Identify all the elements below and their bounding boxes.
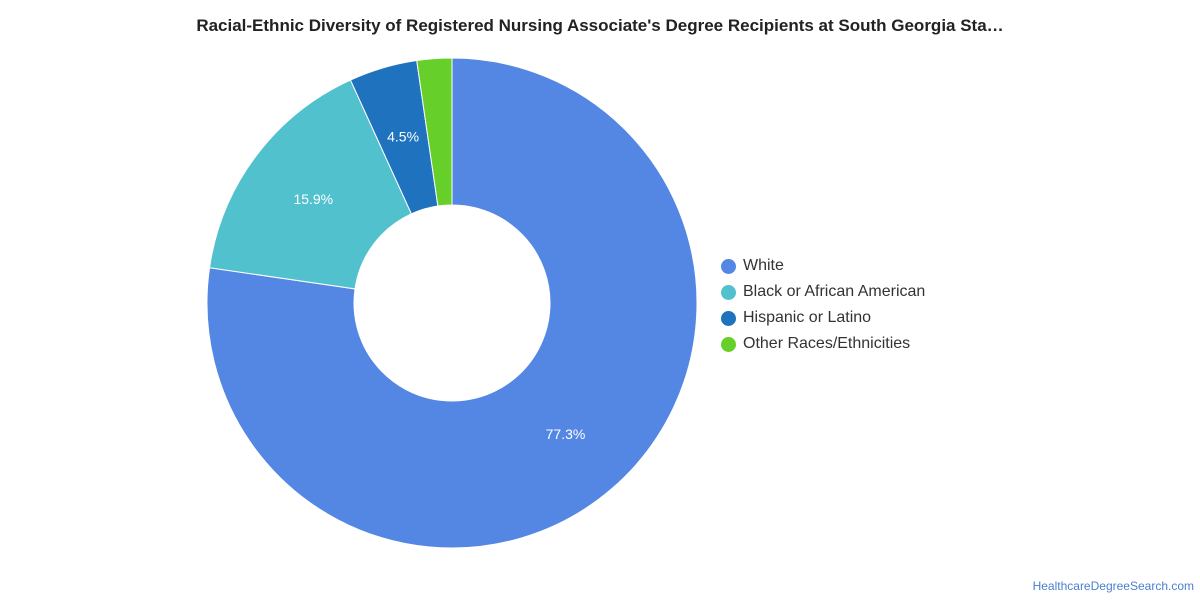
chart-title: Racial-Ethnic Diversity of Registered Nu… — [196, 16, 1004, 35]
slice-black-or-african-american[interactable] — [208, 79, 413, 290]
legend-swatch-black-or-african-american — [721, 284, 736, 300]
legend-label-other-races-ethnicities: Other Races/Ethnicities — [743, 335, 911, 352]
source-credit-link[interactable]: HealthcareDegreeSearch.com — [1032, 579, 1194, 593]
legend-label-black-or-african-american: Black or African American — [743, 283, 926, 300]
legend-label-white: White — [743, 257, 784, 274]
legend-swatch-hispanic-or-latino — [721, 310, 736, 326]
slice-label-white: 77.3% — [546, 426, 586, 442]
legend-swatch-other-races-ethnicities — [721, 336, 736, 352]
legend-swatch-white — [721, 258, 736, 274]
legend-item-black-or-african-american[interactable]: Black or African American — [721, 279, 925, 305]
slice-label-black-or-african-american: 15.9% — [293, 191, 333, 207]
legend-item-other-races-ethnicities[interactable]: Other Races/Ethnicities — [721, 331, 925, 357]
legend-item-white[interactable]: White — [721, 253, 925, 279]
slice-white[interactable] — [206, 57, 698, 549]
legend-item-hispanic-or-latino[interactable]: Hispanic or Latino — [721, 305, 925, 331]
slice-other-races-ethnicities[interactable] — [416, 57, 453, 207]
chart-legend: White Black or African American Hispanic… — [721, 253, 925, 357]
legend-label-hispanic-or-latino: Hispanic or Latino — [743, 309, 872, 326]
slice-label-hispanic-or-latino: 4.5% — [387, 129, 419, 145]
